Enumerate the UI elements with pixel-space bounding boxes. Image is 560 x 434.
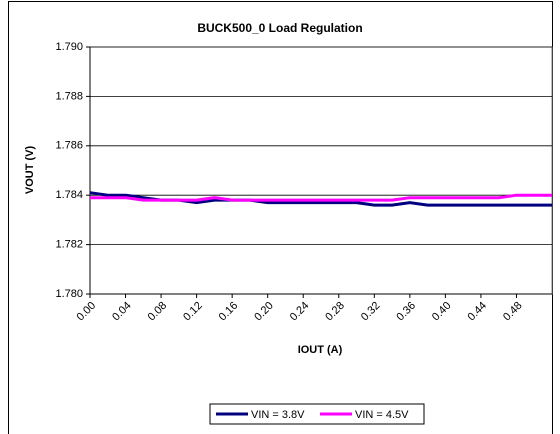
y-tick-label: 1.786 bbox=[55, 140, 83, 152]
plot-area bbox=[89, 46, 553, 295]
y-tick-label: 1.788 bbox=[55, 90, 83, 102]
series-line bbox=[90, 193, 552, 202]
y-axis-title: VOUT (V) bbox=[24, 146, 36, 195]
chart-title: BUCK500_0 Load Regulation bbox=[197, 21, 362, 35]
y-tick-label: 1.784 bbox=[55, 189, 83, 201]
legend-box bbox=[209, 403, 425, 425]
legend-label: VIN = 4.5V bbox=[355, 409, 409, 421]
y-tick-label: 1.790 bbox=[55, 41, 83, 53]
y-tick-label: 1.780 bbox=[55, 288, 83, 300]
legend-label: VIN = 3.8V bbox=[251, 409, 305, 421]
x-axis-title: IOUT (A) bbox=[298, 344, 343, 356]
y-tick-label: 1.782 bbox=[55, 239, 83, 251]
